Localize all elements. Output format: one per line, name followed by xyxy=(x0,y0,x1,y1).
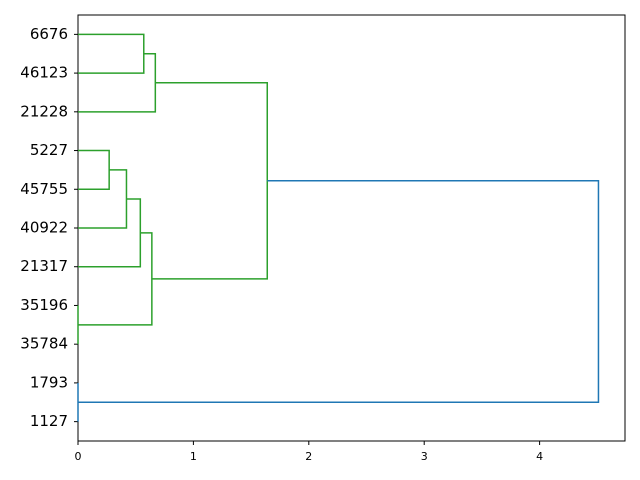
x-tick-label: 4 xyxy=(536,450,543,463)
leaf-label: 35196 xyxy=(20,296,68,314)
leaf-label: 46123 xyxy=(20,64,68,82)
x-tick-label: 1 xyxy=(190,450,197,463)
x-tick-label: 3 xyxy=(421,450,428,463)
leaf-label: 1793 xyxy=(30,373,68,391)
leaf-label: 21228 xyxy=(20,102,68,120)
leaf-label: 40922 xyxy=(20,219,68,237)
link xyxy=(78,198,142,268)
leaf-label: 6676 xyxy=(30,25,68,43)
link xyxy=(78,180,600,404)
leaf-label: 35784 xyxy=(20,335,68,353)
link xyxy=(78,33,145,74)
leaf-label: 1127 xyxy=(30,412,68,430)
x-tick-label: 0 xyxy=(75,450,82,463)
link xyxy=(78,169,128,229)
x-tick-label: 2 xyxy=(305,450,312,463)
link xyxy=(78,149,110,191)
plot-frame xyxy=(77,14,626,442)
leaf-label: 5227 xyxy=(30,141,68,159)
leaf-label: 45755 xyxy=(20,180,68,198)
link xyxy=(151,82,269,280)
leaf-label: 21317 xyxy=(20,257,68,275)
